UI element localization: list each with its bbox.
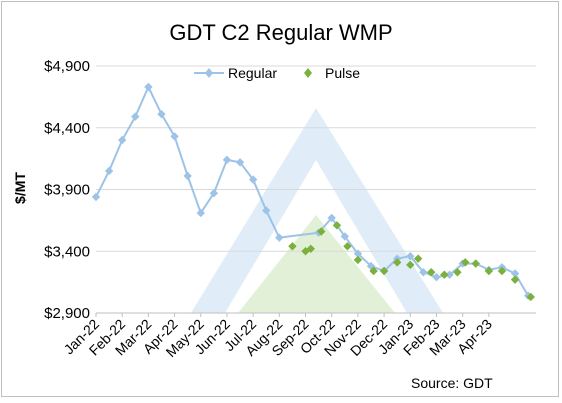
data-point-pulse [332, 221, 342, 230]
data-point-pulse [343, 242, 352, 251]
data-point-regular [157, 109, 166, 119]
y-axis-label: $/MT [12, 172, 28, 204]
data-point-pulse [484, 266, 494, 276]
series-layer [91, 82, 535, 302]
data-point-regular [144, 82, 153, 92]
data-point-regular [235, 158, 245, 167]
data-point-pulse [317, 227, 326, 236]
chart-frame: $2,900 $3,400 $3,900 $4,400 $4,900 Jan-22 Feb… [1, 1, 559, 397]
y-tick-label: $4,900 [44, 58, 90, 75]
background-logo [191, 108, 443, 313]
legend-pulse-marker [304, 68, 312, 78]
y-tick-label: $4,400 [44, 120, 90, 137]
data-point-pulse [453, 268, 462, 277]
data-point-regular [432, 272, 441, 282]
legend-pulse-label: Pulse [325, 65, 360, 81]
y-tick-label: $3,900 [44, 182, 90, 199]
data-point-regular [183, 171, 192, 181]
data-point-pulse [440, 270, 449, 279]
y-tick-label: $3,400 [44, 243, 90, 260]
data-point-pulse [461, 258, 470, 267]
data-point-regular [170, 132, 179, 141]
data-point-regular [91, 192, 101, 202]
data-point-regular [406, 251, 415, 261]
data-point-pulse [406, 260, 415, 270]
chart-svg: $2,900 $3,400 $3,900 $4,400 $4,900 Jan-22Feb… [12, 20, 536, 391]
data-point-pulse [526, 292, 535, 302]
data-point-regular [275, 233, 284, 242]
data-point-regular [209, 189, 219, 198]
data-point-pulse [413, 254, 423, 263]
data-point-regular [353, 249, 363, 258]
legend: Regular Pulse [194, 65, 360, 81]
series-regular [91, 82, 533, 300]
data-point-regular [117, 135, 127, 145]
x-tick-labels: Jan-22Feb-22Mar-22Apr-22May-22Jun-22Jul-… [61, 313, 495, 360]
source-note: Source: GDT [411, 375, 493, 391]
logo-outer-triangle [191, 108, 443, 313]
data-point-regular [131, 112, 140, 121]
chart-title: GDT C2 Regular WMP [169, 20, 392, 45]
data-point-pulse [471, 259, 480, 268]
legend-regular-marker [205, 68, 213, 78]
data-point-pulse [510, 275, 520, 284]
data-point-pulse [369, 266, 378, 276]
data-point-pulse [427, 268, 436, 277]
data-point-regular [222, 155, 232, 165]
data-point-regular [419, 268, 428, 277]
data-point-pulse [288, 242, 297, 251]
data-point-regular [262, 206, 271, 215]
data-point-regular [340, 232, 350, 241]
data-point-pulse [353, 255, 363, 265]
legend-item-regular: Regular [194, 65, 277, 81]
data-point-regular [248, 175, 258, 184]
data-point-pulse [301, 247, 310, 256]
series-pulse [288, 221, 535, 302]
data-point-pulse [379, 266, 389, 276]
logo-inner-triangle [238, 215, 395, 313]
legend-item-pulse: Pulse [304, 65, 360, 81]
data-point-pulse [306, 244, 315, 253]
data-point-pulse [497, 266, 507, 276]
y-tick-label: $2,900 [44, 305, 90, 322]
data-point-regular [510, 269, 520, 278]
data-point-pulse [392, 258, 402, 267]
data-point-regular [104, 166, 114, 176]
data-point-regular [196, 208, 205, 218]
y-tick-labels: $2,900 $3,400 $3,900 $4,400 $4,900 [44, 58, 90, 322]
legend-regular-label: Regular [228, 65, 277, 81]
data-point-regular [327, 213, 336, 223]
data-point-regular [445, 270, 454, 279]
